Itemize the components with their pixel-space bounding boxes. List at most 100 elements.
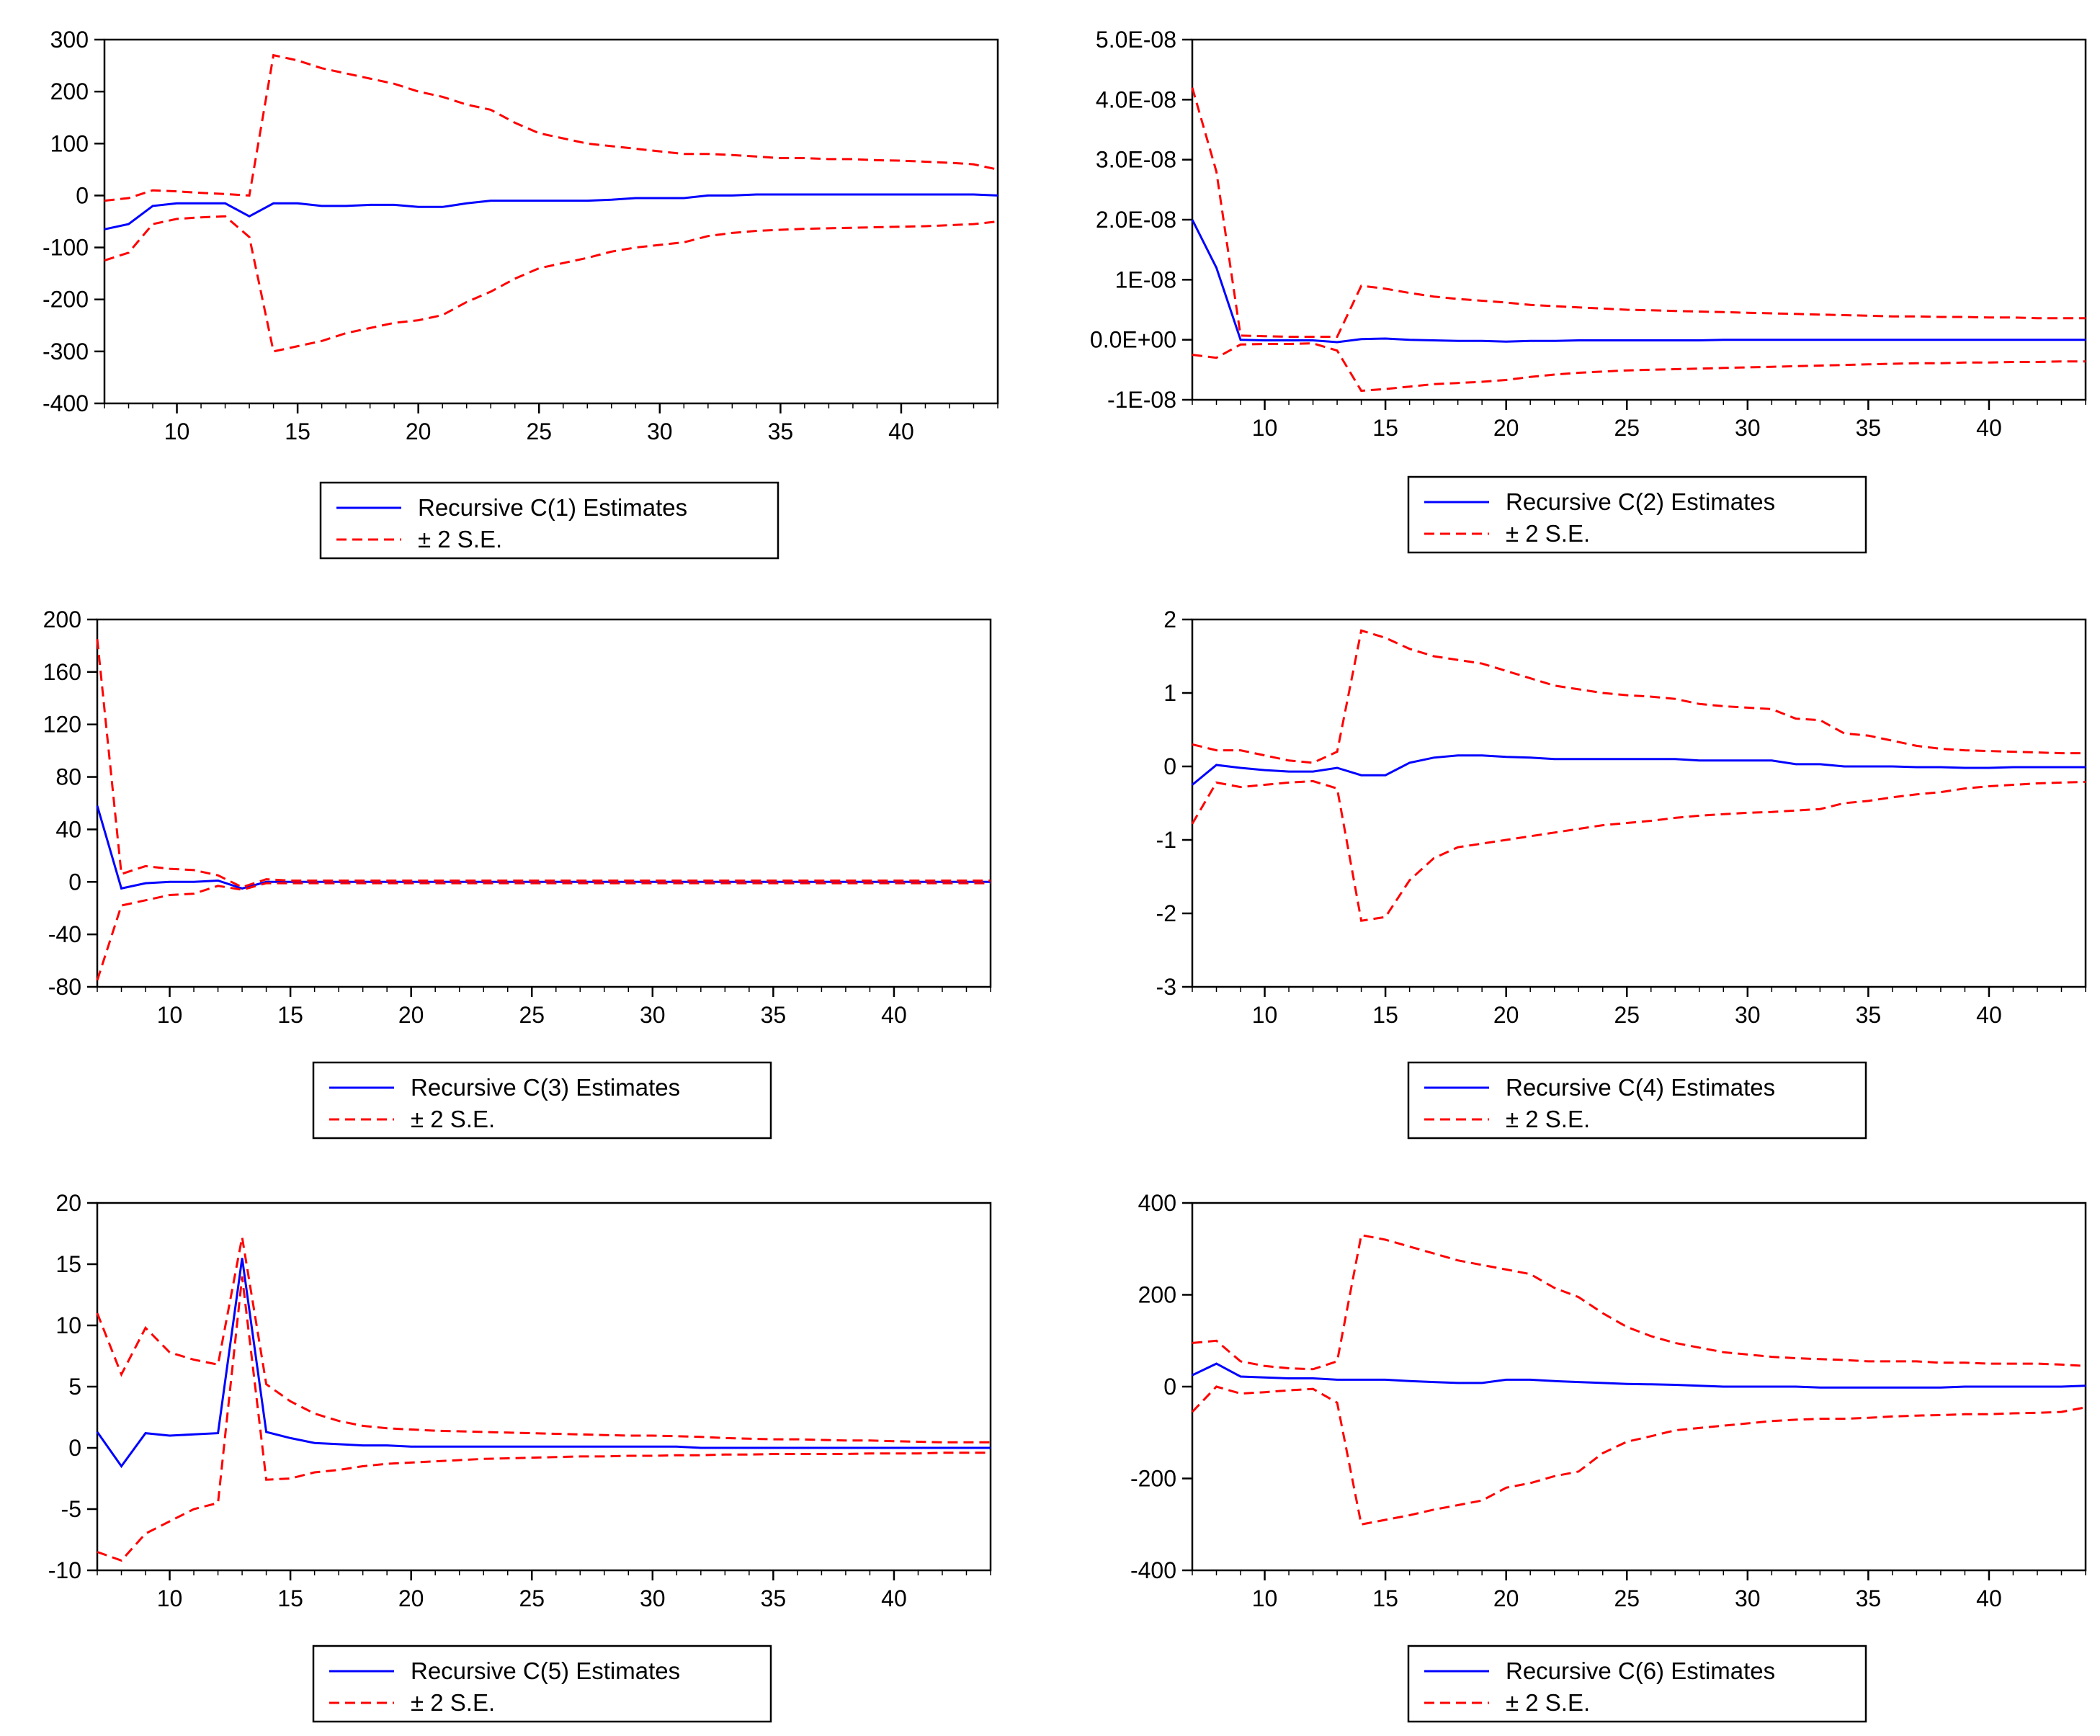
y-tick-label: -300 (43, 339, 89, 364)
plot-frame (1191, 618, 2087, 988)
y-tick-label: 200 (1138, 1282, 1176, 1308)
x-tick-label: 15 (1372, 1585, 1398, 1611)
x-tick-label: 40 (881, 1585, 907, 1611)
legend-label-band: ± 2 S.E. (1506, 1689, 1590, 1716)
y-tick-label: 0 (68, 1435, 81, 1461)
chart-panel-2: -1E-08 0.0E+00 1E-08 2.0E-08 3.0E-08 4.0E-08 5… (1090, 27, 2087, 441)
legend-label-estimate: Recursive C(2) Estimates (1506, 488, 1775, 515)
legend: Recursive C(4) Estimates ± 2 S.E. (1407, 1061, 1867, 1140)
x-tick-label: 30 (640, 1002, 666, 1028)
y-tick-label: -5 (61, 1496, 81, 1522)
y-tick-label: -400 (43, 390, 89, 416)
x-tick-label: 40 (1976, 1002, 2002, 1028)
y-tick-label: 0 (1163, 1374, 1176, 1400)
y-tick-label: 1 (1163, 680, 1176, 706)
x-tick-label: 35 (1856, 415, 1882, 441)
x-tick-label: 15 (277, 1585, 303, 1611)
legend-label-estimate: Recursive C(4) Estimates (1506, 1074, 1775, 1101)
legend-box (1407, 475, 1867, 554)
chart-panel-4: -3 -2 -1 0 1 2 10 15 20 25 30 35 40 (1156, 607, 2087, 1028)
x-tick-label: 40 (1976, 415, 2002, 441)
x-tick-label: 35 (1856, 1002, 1882, 1028)
legend: Recursive C(2) Estimates ± 2 S.E. (1407, 475, 1867, 554)
y-tick-label: 5 (68, 1374, 81, 1400)
y-tick-label: 0.0E+00 (1090, 327, 1176, 353)
x-tick-label: 15 (1372, 1002, 1398, 1028)
x-tick-label: 10 (164, 419, 190, 444)
x-tick-label: 25 (1614, 1585, 1640, 1611)
legend: Recursive C(5) Estimates ± 2 S.E. (312, 1645, 772, 1723)
y-tick-label: 5.0E-08 (1096, 27, 1176, 53)
y-tick-label: 40 (55, 816, 81, 842)
y-tick-label: 3.0E-08 (1096, 147, 1176, 173)
legend-label-band: ± 2 S.E. (1506, 1106, 1590, 1132)
x-tick-label: 20 (398, 1002, 424, 1028)
x-tick-label: 25 (1614, 415, 1640, 441)
series-line-lower-band (1191, 779, 2086, 922)
y-tick-label: 400 (1138, 1190, 1176, 1216)
y-tick-label: 2 (1163, 607, 1176, 632)
chart-panel-3: -80 -40 0 40 80 120 160 200 10 15 20 25 30 35 40 (43, 607, 992, 1028)
series-line-estimate (96, 1258, 991, 1469)
x-tick-label: 40 (881, 1002, 907, 1028)
x-tick-label: 35 (761, 1585, 787, 1611)
y-tick-label: 160 (43, 659, 81, 685)
y-tick-label: 0 (68, 869, 81, 895)
series-line-lower-band (97, 1276, 991, 1562)
y-tick-label: 200 (50, 79, 89, 104)
x-tick-label: 20 (1493, 1585, 1519, 1611)
series-line-lower-band (1192, 342, 2086, 393)
x-tick-label: 10 (157, 1585, 183, 1611)
legend-box (312, 1645, 772, 1723)
series-line-estimate (1191, 219, 2086, 344)
legend-label-estimate: Recursive C(6) Estimates (1506, 1657, 1775, 1684)
y-tick-label: -200 (1130, 1466, 1176, 1492)
x-tick-label: 35 (761, 1002, 787, 1028)
y-tick-label: -80 (48, 974, 81, 1000)
x-tick-label: 20 (1493, 1002, 1519, 1028)
y-tick-label: 100 (50, 130, 89, 156)
legend-label-band: ± 2 S.E. (411, 1689, 495, 1716)
y-tick-label: 120 (43, 712, 81, 738)
y-tick-label: 0 (1163, 753, 1176, 779)
y-tick-label: -2 (1156, 900, 1176, 926)
y-tick-label: 300 (50, 27, 89, 53)
series-line-estimate (1192, 754, 2086, 786)
x-tick-label: 30 (640, 1585, 666, 1611)
series-line-upper-band (104, 53, 998, 202)
x-tick-label: 35 (1856, 1585, 1882, 1611)
x-tick-label: 30 (1735, 415, 1761, 441)
legend-box (319, 481, 779, 560)
legend: Recursive C(3) Estimates ± 2 S.E. (312, 1061, 772, 1140)
series-line-lower-band (104, 215, 998, 353)
x-tick-label: 20 (406, 419, 432, 444)
y-tick-label: -40 (48, 921, 81, 947)
legend: Recursive C(6) Estimates ± 2 S.E. (1407, 1645, 1867, 1723)
x-tick-label: 30 (1735, 1002, 1761, 1028)
legend-label-estimate: Recursive C(3) Estimates (411, 1074, 680, 1101)
legend-box (1407, 1645, 1867, 1723)
x-tick-label: 25 (519, 1002, 545, 1028)
y-tick-label: -200 (43, 287, 89, 313)
y-tick-label: -400 (1130, 1557, 1176, 1583)
x-tick-label: 10 (1252, 1002, 1278, 1028)
legend-label-band: ± 2 S.E. (411, 1106, 495, 1132)
y-tick-label: 0 (76, 182, 89, 208)
x-tick-label: 20 (1493, 415, 1519, 441)
plot-frame (1191, 38, 2087, 401)
legend-box (1407, 1061, 1867, 1140)
y-tick-label: 15 (55, 1251, 81, 1277)
series-line-upper-band (96, 639, 991, 889)
x-tick-label: 40 (888, 419, 914, 444)
series-line-estimate (1192, 1362, 2086, 1389)
series-line-lower-band (1191, 1385, 2086, 1526)
x-tick-label: 10 (1252, 415, 1278, 441)
series-line-upper-band (1191, 87, 2086, 338)
y-tick-label: 4.0E-08 (1096, 86, 1176, 112)
x-tick-label: 10 (1252, 1585, 1278, 1611)
y-tick-label: -3 (1156, 974, 1176, 1000)
y-tick-label: -1 (1156, 827, 1176, 853)
x-tick-label: 20 (398, 1585, 424, 1611)
x-tick-label: 35 (768, 419, 794, 444)
